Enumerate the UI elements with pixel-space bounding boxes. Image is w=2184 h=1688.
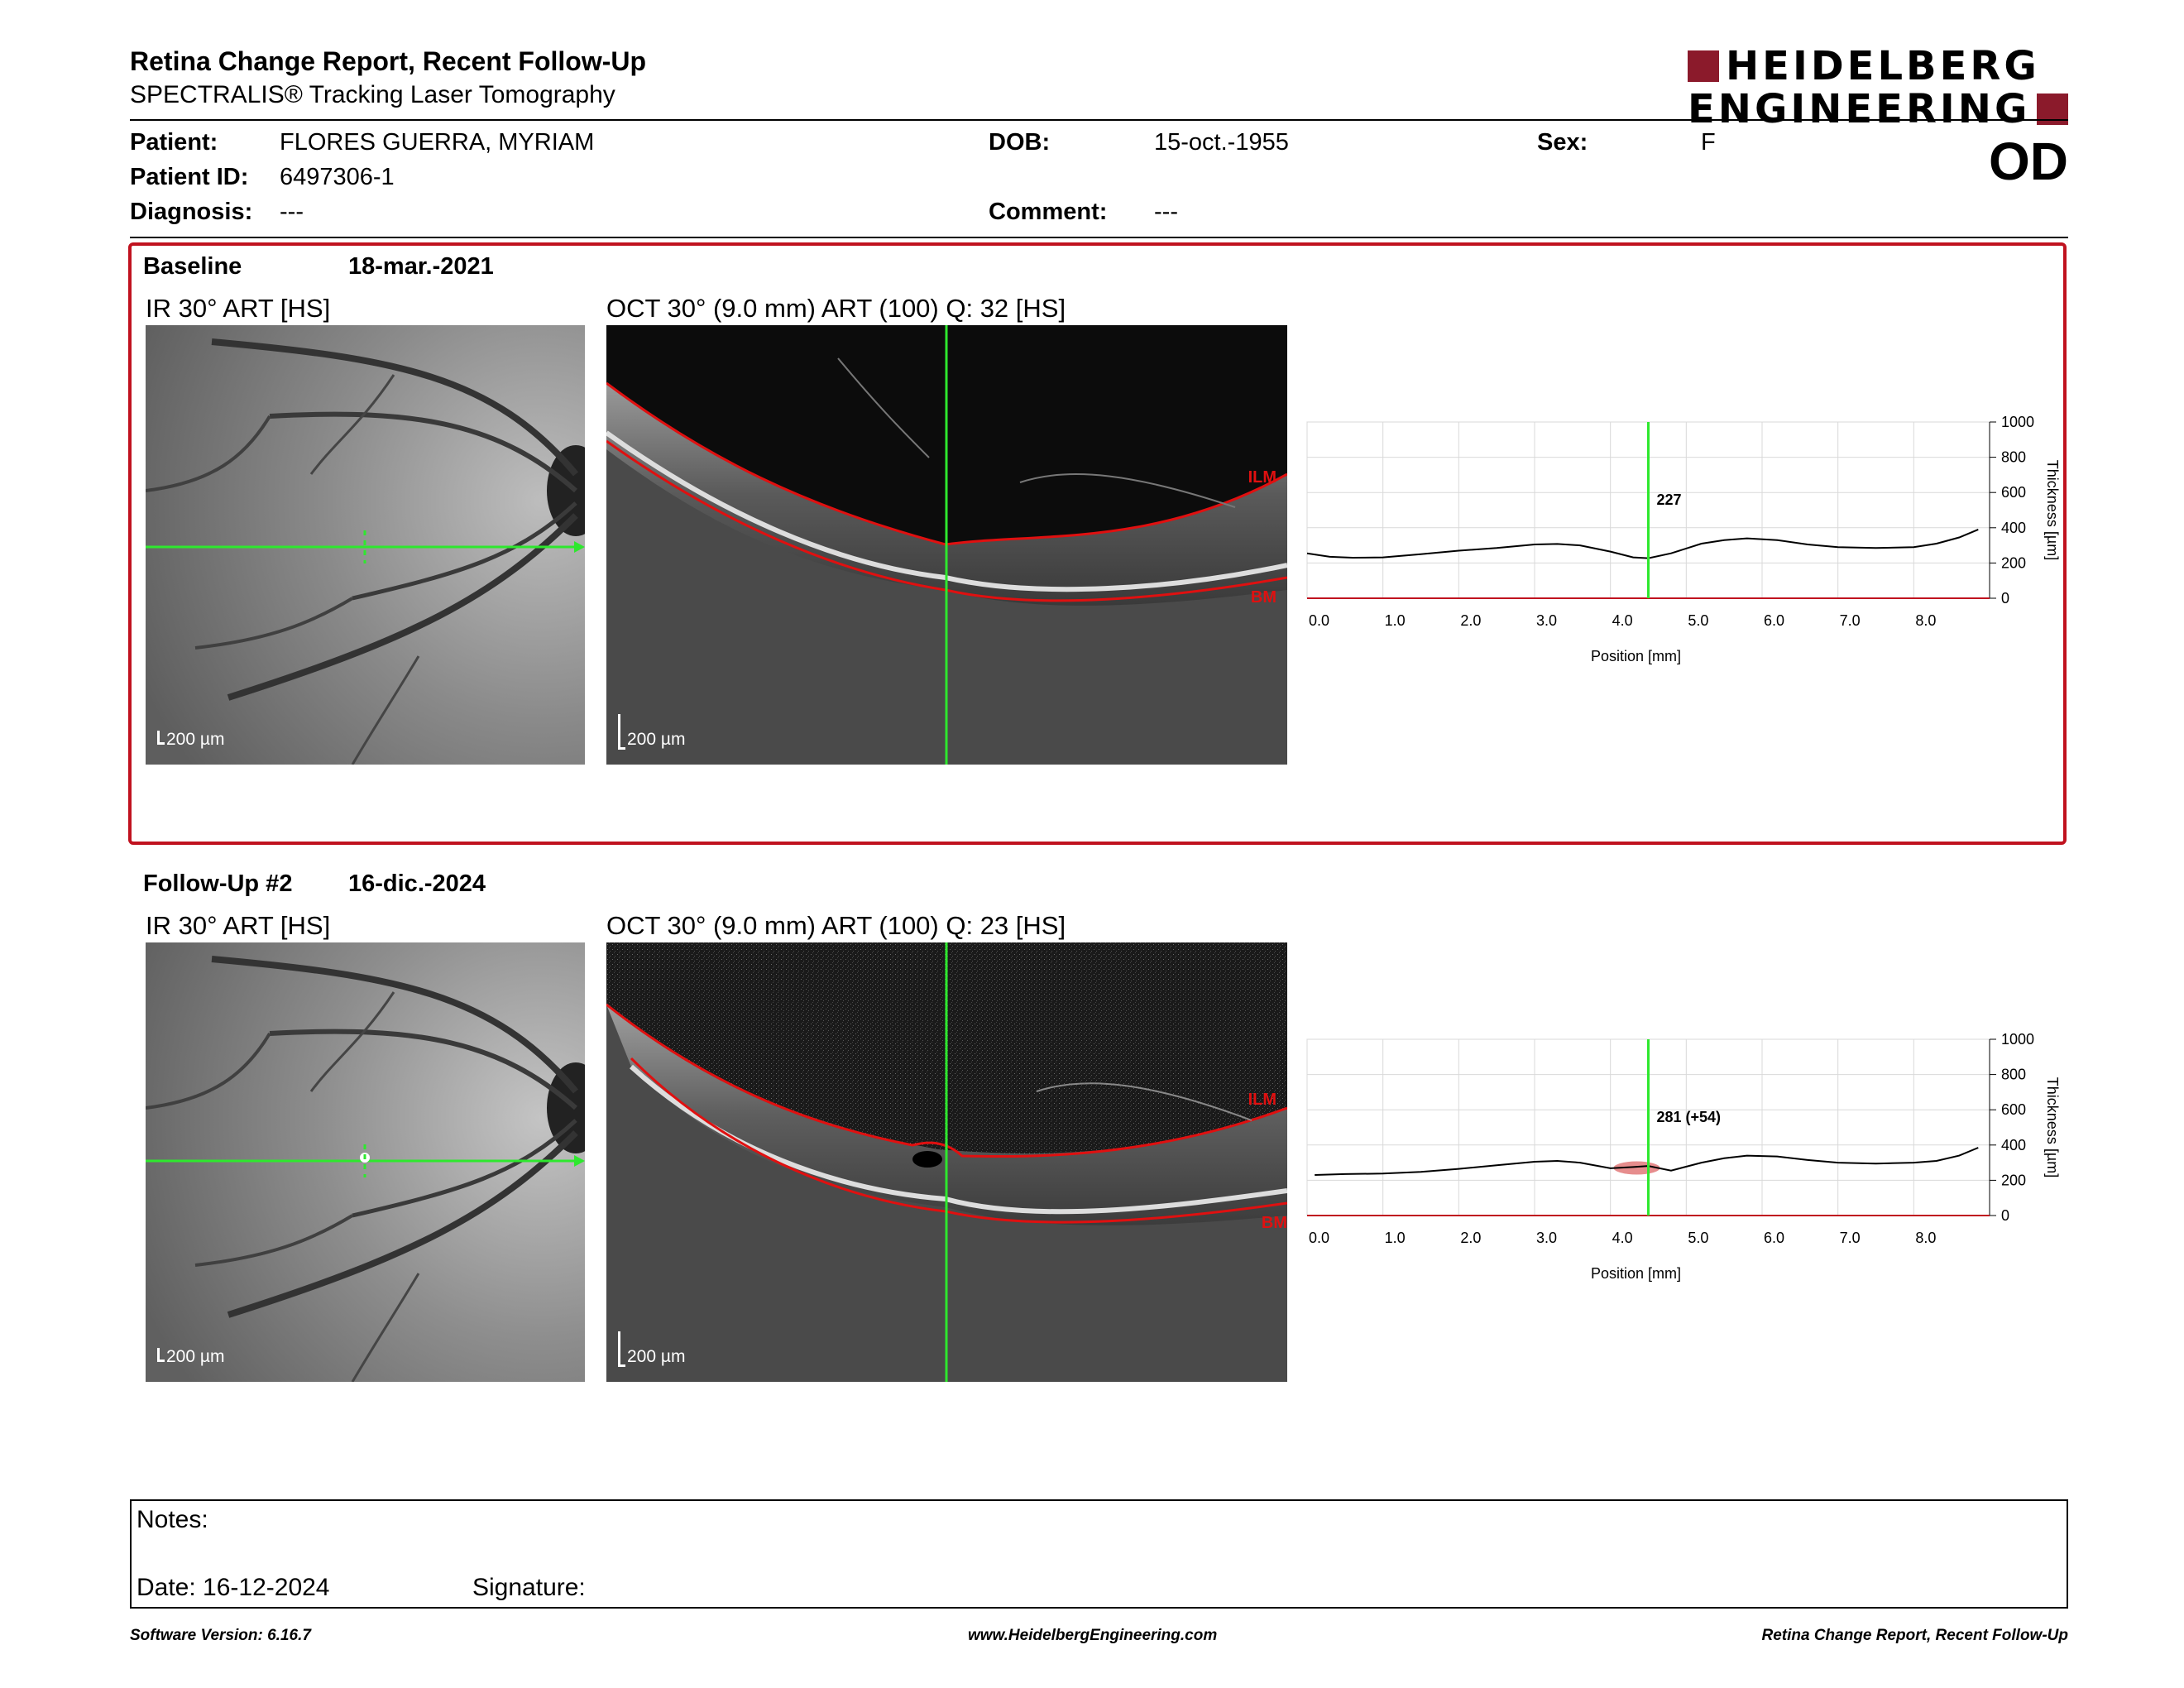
baseline-thickness-chart: 0.0 1.0 2.0 3.0 4.0 5.0 6.0 7.0 8.0 0 200 400 600 800… xyxy=(1306,414,2061,664)
followup-oct-image: ILM BM 200 µm xyxy=(606,942,1287,1382)
y-tick-label: 0 xyxy=(2001,590,2009,607)
signature-label: Signature: xyxy=(472,1574,586,1601)
thickness-value-label: 227 xyxy=(1657,492,1682,508)
y-axis-label: Thickness [µm] xyxy=(2044,460,2061,560)
followup-date: 16-dic.-2024 xyxy=(348,870,486,897)
x-tick-label: 8.0 xyxy=(1915,1230,1936,1246)
x-tick-label: 6.0 xyxy=(1764,1230,1784,1246)
baseline-fundus-drawing xyxy=(146,325,585,765)
x-axis-label: Position [mm] xyxy=(1591,1265,1681,1282)
x-tick-label: 1.0 xyxy=(1385,612,1406,629)
sex-value: F xyxy=(1701,129,1716,156)
followup-ir-caption: IR 30° ART [HS] xyxy=(146,911,331,940)
baseline-oct-drawing: ILM BM xyxy=(606,325,1287,765)
report-subtitle: SPECTRALIS® Tracking Laser Tomography xyxy=(130,81,615,108)
y-tick-label: 1000 xyxy=(2001,1031,2034,1048)
eye-laterality: OD xyxy=(1989,132,2068,191)
dob-value: 15-oct.-1955 xyxy=(1154,129,1289,156)
patient-name: FLORES GUERRA, MYRIAM xyxy=(280,129,595,156)
diagnosis-label: Diagnosis: xyxy=(130,199,253,225)
footer-report-name: Retina Change Report, Recent Follow-Up xyxy=(1761,1627,2068,1644)
y-tick-label: 200 xyxy=(2001,554,2026,571)
followup-oct-scale: 200 µm xyxy=(618,1331,685,1367)
logo-square-left xyxy=(1688,50,1719,82)
diagnosis-value: --- xyxy=(280,199,304,225)
x-tick-label: 2.0 xyxy=(1460,612,1481,629)
thickness-series-line xyxy=(1315,1147,1979,1176)
x-tick-label: 6.0 xyxy=(1764,612,1784,629)
comment-value: --- xyxy=(1154,199,1178,225)
logo-line2: ENGINEERING xyxy=(1688,86,2031,132)
x-axis-label: Position [mm] xyxy=(1591,648,1681,664)
heidelberg-logo: HEIDELBERG ENGINEERING xyxy=(1688,46,2068,129)
followup-label: Follow-Up #2 xyxy=(143,870,293,897)
y-tick-label: 600 xyxy=(2001,484,2026,501)
x-tick-label: 4.0 xyxy=(1612,612,1633,629)
footer-website[interactable]: www.HeidelbergEngineering.com xyxy=(968,1627,1218,1644)
x-tick-label: 3.0 xyxy=(1536,1230,1557,1246)
notes-label: Notes: xyxy=(136,1506,208,1533)
comment-label: Comment: xyxy=(989,199,1108,225)
x-tick-label: 7.0 xyxy=(1840,612,1861,629)
x-tick-label: 8.0 xyxy=(1915,612,1936,629)
followup-ilm-label: ILM xyxy=(1248,1091,1276,1109)
y-tick-label: 800 xyxy=(2001,449,2026,466)
followup-fundus-drawing xyxy=(146,942,585,1382)
x-tick-label: 1.0 xyxy=(1385,1230,1406,1246)
y-tick-label: 0 xyxy=(2001,1207,2009,1224)
x-tick-label: 7.0 xyxy=(1840,1230,1861,1246)
x-tick-label: 2.0 xyxy=(1460,1230,1481,1246)
y-tick-label: 1000 xyxy=(2001,414,2034,430)
logo-line1: HEIDELBERG xyxy=(1726,43,2040,89)
y-tick-label: 400 xyxy=(2001,520,2026,536)
x-tick-label: 0.0 xyxy=(1309,612,1329,629)
notes-box[interactable]: Notes: Date: 16-12-2024 Signature: xyxy=(130,1499,2068,1609)
baseline-date: 18-mar.-2021 xyxy=(348,253,494,280)
baseline-label: Baseline xyxy=(143,253,242,280)
report-title: Retina Change Report, Recent Follow-Up xyxy=(130,46,647,76)
baseline-oct-scale: 200 µm xyxy=(618,714,685,750)
patient-name-label: Patient: xyxy=(130,129,218,156)
x-tick-label: 4.0 xyxy=(1612,1230,1633,1246)
x-tick-label: 0.0 xyxy=(1309,1230,1329,1246)
followup-oct-caption: OCT 30° (9.0 mm) ART (100) Q: 23 [HS] xyxy=(606,911,1066,940)
followup-thickness-chart: 0.0 1.0 2.0 3.0 4.0 5.0 6.0 7.0 8.0 0 200 400 600 800… xyxy=(1306,1031,2061,1282)
y-tick-label: 600 xyxy=(2001,1101,2026,1118)
notes-date: Date: 16-12-2024 xyxy=(136,1574,330,1601)
baseline-oct-image: ILM BM 200 µm xyxy=(606,325,1287,765)
y-tick-label: 800 xyxy=(2001,1067,2026,1083)
patient-id-label: Patient ID: xyxy=(130,164,249,190)
patient-rule xyxy=(130,237,2068,238)
followup-ir-scale: 200 µm xyxy=(157,1347,224,1367)
baseline-bm-label: BM xyxy=(1251,588,1276,607)
followup-ir-image: 200 µm xyxy=(146,942,585,1382)
sex-label: Sex: xyxy=(1537,129,1588,156)
baseline-ir-caption: IR 30° ART [HS] xyxy=(146,294,331,323)
followup-oct-drawing: ILM BM xyxy=(606,942,1287,1382)
y-tick-label: 200 xyxy=(2001,1172,2026,1188)
y-axis-label: Thickness [µm] xyxy=(2044,1077,2061,1177)
followup-bm-label: BM xyxy=(1262,1214,1287,1232)
x-tick-label: 3.0 xyxy=(1536,612,1557,629)
baseline-ir-image: 200 µm xyxy=(146,325,585,765)
x-tick-label: 5.0 xyxy=(1688,1230,1708,1246)
patient-id: 6497306-1 xyxy=(280,164,395,190)
baseline-oct-caption: OCT 30° (9.0 mm) ART (100) Q: 32 [HS] xyxy=(606,294,1066,323)
header-rule xyxy=(130,119,2068,121)
x-tick-label: 5.0 xyxy=(1688,612,1708,629)
baseline-ir-scale: 200 µm xyxy=(157,730,224,750)
baseline-ilm-label: ILM xyxy=(1248,468,1276,487)
thickness-value-label: 281 (+54) xyxy=(1657,1109,1722,1125)
y-tick-label: 400 xyxy=(2001,1137,2026,1153)
dob-label: DOB: xyxy=(989,129,1051,156)
baseline-section-frame xyxy=(128,242,2067,845)
footer-software-version: Software Version: 6.16.7 xyxy=(130,1627,311,1644)
